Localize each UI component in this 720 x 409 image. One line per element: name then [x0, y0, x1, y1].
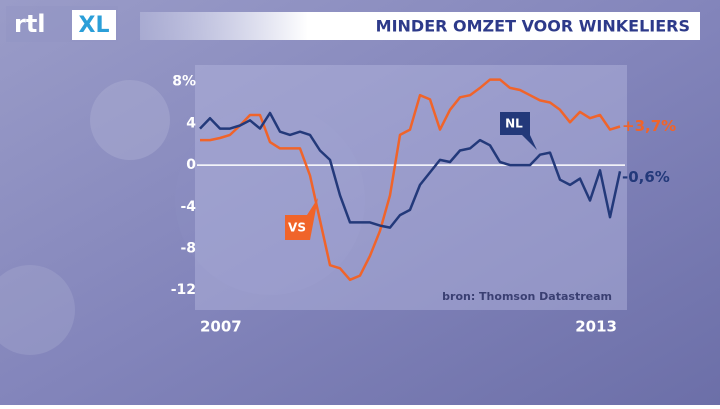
- y-tick-label: -4: [180, 199, 196, 215]
- coin-decoration: [0, 265, 75, 355]
- y-tick-label: 8%: [172, 74, 196, 90]
- y-tick-label: -12: [171, 282, 196, 298]
- end-label: +3,7%: [622, 117, 676, 135]
- y-tick-label: 0: [186, 157, 196, 173]
- coin-decoration: [90, 80, 170, 160]
- logo-text: XL: [79, 13, 110, 38]
- end-label: -0,6%: [622, 168, 670, 186]
- series-line: [200, 78, 621, 282]
- callout: [285, 198, 318, 240]
- legend-label: NL: [505, 117, 523, 131]
- x-tick-label: 2013: [575, 318, 617, 336]
- y-tick-label: 4: [186, 115, 196, 131]
- callout: [500, 112, 537, 150]
- logo-text: rtl: [14, 10, 46, 38]
- title-bar: [140, 12, 700, 40]
- coin-decoration: [175, 105, 365, 295]
- plot-panel: [195, 65, 627, 310]
- logo-badge: [72, 10, 116, 40]
- source: bron: Thomson Datastream: [442, 290, 612, 303]
- chart-title: MINDER OMZET VOOR WINKELIERS: [376, 17, 690, 36]
- y-tick-label: -8: [180, 240, 196, 256]
- x-tick-label: 2007: [200, 318, 242, 336]
- series-line: [199, 111, 622, 229]
- legend-label: VS: [288, 221, 306, 235]
